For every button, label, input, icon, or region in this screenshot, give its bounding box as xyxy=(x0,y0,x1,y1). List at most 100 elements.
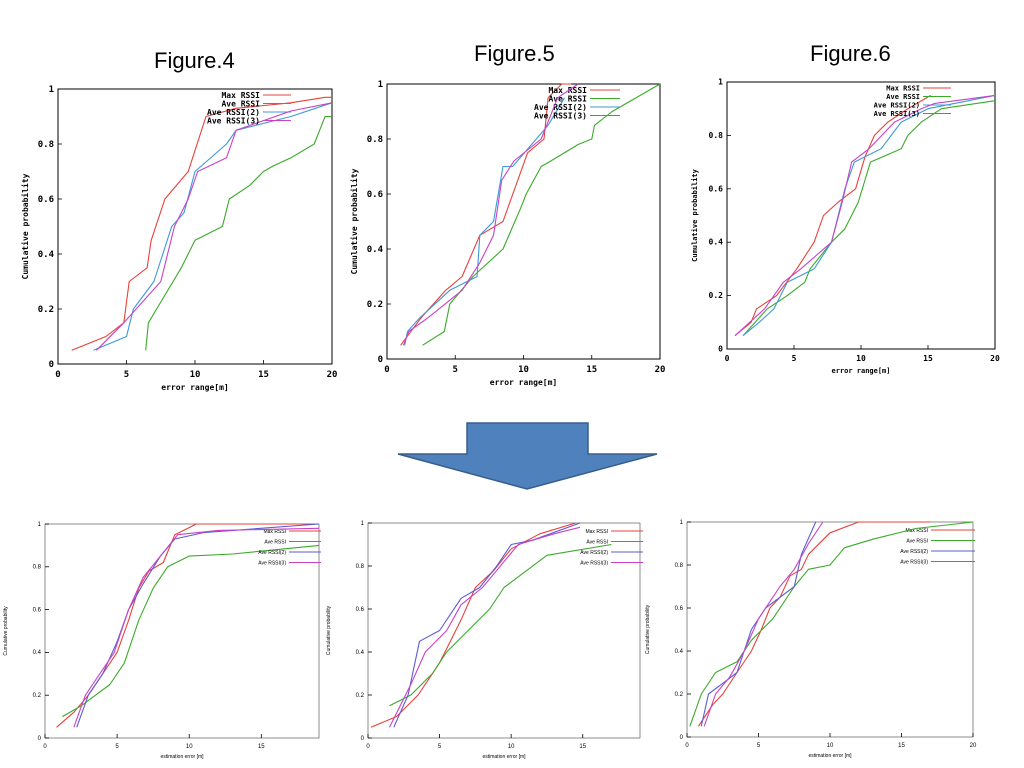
x-tick-label: 10 xyxy=(508,744,515,750)
series-line-3 xyxy=(700,521,817,727)
series-line-1 xyxy=(56,523,319,728)
legend-label: Ave RSSI xyxy=(586,539,608,545)
x-tick-label: 5 xyxy=(792,354,797,363)
plot-frame xyxy=(44,523,320,739)
series-line-2 xyxy=(422,83,661,346)
x-tick-label: 10 xyxy=(856,354,866,363)
x-tick-label: 5 xyxy=(115,744,119,750)
legend-label: Ave RSSI xyxy=(221,99,260,108)
series-line-2 xyxy=(742,100,996,336)
legend-label: Ave RSSI(3) xyxy=(874,110,920,118)
legend-label: Ave RSSI xyxy=(886,93,920,101)
x-tick-label: 15 xyxy=(258,744,265,750)
series-line-3 xyxy=(393,522,581,728)
y-axis-label: Cumulative probability xyxy=(3,606,9,656)
x-axis-label: error range[m] xyxy=(490,378,557,387)
y-tick-label: 0.4 xyxy=(675,649,684,655)
series-line-4 xyxy=(96,102,333,351)
x-tick-label: 0 xyxy=(366,744,370,750)
series-line-2 xyxy=(389,543,612,707)
plot-frame xyxy=(57,88,333,365)
series-line-2 xyxy=(145,115,332,351)
y-tick-label: 0.6 xyxy=(709,184,724,193)
x-tick-label: 5 xyxy=(124,370,129,380)
y-tick-label: 0.4 xyxy=(38,250,55,260)
legend-label: Max RSSI xyxy=(263,529,286,535)
y-tick-label: 0.4 xyxy=(709,238,724,247)
y-tick-label: 0.8 xyxy=(38,140,54,150)
y-tick-label: 0.6 xyxy=(356,607,365,613)
y-axis-label: Cumulative probability xyxy=(691,168,699,262)
series-line-4 xyxy=(402,83,579,346)
legend-label: Ave RSSI(3) xyxy=(900,559,928,565)
x-axis-label: estimation error [m] xyxy=(808,753,852,759)
y-tick-label: 1 xyxy=(718,77,723,86)
x-tick-label: 10 xyxy=(190,370,201,380)
series-line-4 xyxy=(73,527,320,728)
x-tick-label: 5 xyxy=(453,365,458,375)
legend-label: Ave RSSI(2) xyxy=(874,101,920,109)
y-tick-label: 0.2 xyxy=(675,692,684,698)
y-tick-label: 0.8 xyxy=(709,131,724,140)
x-tick-label: 0 xyxy=(55,370,60,380)
legend-label: Ave RSSI xyxy=(548,94,587,103)
x-tick-label: 0 xyxy=(685,743,689,749)
legend-label: Max RSSI xyxy=(585,529,608,535)
y-tick-label: 0.4 xyxy=(356,650,365,656)
down-arrow-shape xyxy=(397,422,658,490)
x-tick-label: 15 xyxy=(258,370,269,380)
x-tick-label: 0 xyxy=(384,365,389,375)
x-axis-label: estimation error [m] xyxy=(482,754,526,760)
legend-label: Ave RSSI(2) xyxy=(207,108,260,117)
x-tick-label: 15 xyxy=(586,365,597,375)
legend-label: Ave RSSI(2) xyxy=(580,550,608,556)
x-tick-label: 20 xyxy=(990,354,1000,363)
x-tick-label: 15 xyxy=(898,743,905,749)
y-tick-label: 0 xyxy=(378,355,383,365)
y-tick-label: 0.2 xyxy=(709,291,724,300)
plot-frame xyxy=(686,521,974,738)
x-tick-label: 0 xyxy=(725,354,730,363)
legend-label: Ave RSSI(2) xyxy=(534,103,587,112)
series-line-2 xyxy=(689,521,974,727)
x-tick-label: 20 xyxy=(655,365,666,375)
x-tick-label: 10 xyxy=(827,743,834,749)
series-line-2 xyxy=(62,544,320,718)
x-tick-label: 20 xyxy=(970,743,977,749)
y-tick-label: 0.4 xyxy=(33,650,42,656)
legend-label: Ave RSSI xyxy=(264,539,286,545)
y-tick-label: 0.8 xyxy=(356,564,365,570)
y-tick-label: 0.8 xyxy=(367,135,383,145)
series-line-4 xyxy=(734,94,996,337)
x-tick-label: 10 xyxy=(186,744,193,750)
y-tick-label: 0.6 xyxy=(38,195,54,205)
legend-label: Max RSSI xyxy=(905,528,928,534)
legend-label: Ave RSSI(2) xyxy=(258,550,286,556)
legend-label: Ave RSSI(3) xyxy=(580,560,608,566)
y-tick-label: 0.8 xyxy=(675,563,684,569)
x-tick-label: 10 xyxy=(518,365,529,375)
legend-label: Ave RSSI(3) xyxy=(207,116,260,125)
y-axis-label: Cumulative probability xyxy=(20,173,30,279)
y-tick-label: 0 xyxy=(680,735,684,741)
series-line-4 xyxy=(389,526,581,728)
x-tick-label: 5 xyxy=(757,743,761,749)
legend-label: Ave RSSI(3) xyxy=(534,111,587,120)
y-tick-label: 0 xyxy=(38,736,42,742)
legend-label: Ave RSSI(2) xyxy=(900,549,928,555)
y-tick-label: 0 xyxy=(718,344,723,353)
y-tick-label: 0.4 xyxy=(367,245,384,255)
series-line-1 xyxy=(400,83,572,346)
y-tick-label: 0.8 xyxy=(33,565,42,571)
y-tick-label: 0 xyxy=(49,360,54,370)
x-axis-label: estimation error [m] xyxy=(160,754,204,760)
y-axis-label: Cumulative probability xyxy=(349,168,359,274)
x-tick-label: 15 xyxy=(923,354,933,363)
figure-6-title: Figure.6 xyxy=(810,41,891,66)
y-tick-label: 1 xyxy=(361,521,365,527)
x-tick-label: 5 xyxy=(438,744,442,750)
